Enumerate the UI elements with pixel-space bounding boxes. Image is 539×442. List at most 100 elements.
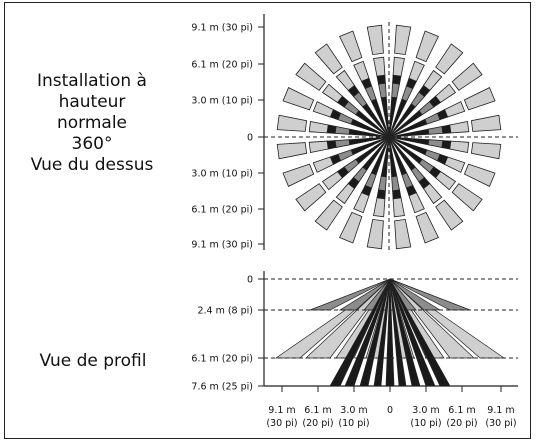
horizontal-tick-unit: (30 pi) bbox=[266, 418, 297, 429]
horizontal-tick-value: 6.1 m bbox=[304, 405, 331, 416]
fan-segment bbox=[427, 139, 444, 148]
fan-beam bbox=[366, 24, 390, 138]
fan-beam bbox=[388, 136, 412, 250]
horizontal-tick-unit: (20 pi) bbox=[302, 418, 333, 429]
fan-beam bbox=[388, 43, 464, 138]
profile-ticks: 0 2.4 m (8 pi) 6.1 m (20 pi) 7.6 m (25 pi) 9… bbox=[191, 275, 516, 430]
fan-segment bbox=[312, 156, 334, 173]
profile-view-title: Vue de profil bbox=[39, 351, 147, 371]
fan-beam bbox=[388, 87, 496, 138]
fan-segment bbox=[282, 163, 315, 187]
fan-beam bbox=[388, 136, 464, 231]
horizontal-tick-value: 9.1 m bbox=[487, 405, 514, 416]
fan-segment bbox=[321, 170, 343, 191]
fan-segment bbox=[378, 175, 387, 192]
fan-segment bbox=[282, 87, 315, 111]
depth-tick-label: 7.6 m (25 pi) bbox=[191, 382, 253, 393]
fan-segment bbox=[373, 197, 386, 218]
fan-beam bbox=[276, 136, 390, 160]
fan-beam bbox=[388, 136, 483, 212]
fan-segment bbox=[391, 175, 400, 192]
fan-segment bbox=[334, 126, 351, 135]
profile-fan bbox=[264, 278, 518, 387]
title-line-5: Vue du dessus bbox=[30, 155, 154, 175]
top-tick-label: 3.0 m (10 pi) bbox=[191, 169, 253, 180]
fan-segment bbox=[373, 56, 386, 77]
fan-segment bbox=[470, 142, 502, 160]
fan-beam bbox=[388, 136, 439, 244]
fan-segment bbox=[415, 30, 439, 63]
fan-segment bbox=[408, 60, 425, 82]
fan-beam bbox=[339, 136, 390, 244]
fan-segment bbox=[422, 69, 443, 91]
fan-segment bbox=[335, 69, 356, 91]
profile-beam bbox=[389, 278, 421, 387]
horizontal-tick-value: 0 bbox=[387, 405, 393, 416]
top-tick-label: 0 bbox=[247, 133, 253, 144]
fan-segment bbox=[366, 218, 384, 250]
profile-beam bbox=[329, 278, 391, 387]
fan-segment bbox=[415, 211, 439, 244]
fan-segment bbox=[470, 114, 502, 132]
title-line-4: 360° bbox=[71, 134, 113, 154]
fan-segment bbox=[392, 197, 405, 218]
fan-segment bbox=[376, 189, 386, 200]
fan-beam bbox=[339, 30, 390, 138]
fan-segment bbox=[295, 62, 327, 91]
fan-segment bbox=[314, 43, 343, 75]
horizontal-tick-value: 3.0 m bbox=[412, 405, 439, 416]
top-tick-label: 9.1 m (30 pi) bbox=[191, 240, 253, 251]
fan-segment bbox=[308, 121, 329, 134]
fan-beam bbox=[388, 136, 502, 160]
fan-beam bbox=[388, 62, 483, 138]
fan-segment bbox=[378, 82, 387, 99]
diagram-frame bbox=[4, 2, 531, 439]
fan-segment bbox=[308, 140, 329, 153]
fan-beam bbox=[282, 87, 390, 138]
fan-segment bbox=[444, 156, 466, 173]
fan-beam bbox=[295, 62, 390, 138]
fan-segment bbox=[441, 124, 452, 134]
profile-beam bbox=[389, 278, 451, 387]
fan-segment bbox=[449, 121, 470, 134]
fan-segment bbox=[376, 74, 386, 85]
fan-segment bbox=[435, 43, 464, 75]
fan-segment bbox=[463, 87, 496, 111]
profile-beam bbox=[344, 278, 391, 387]
fan-segment bbox=[353, 60, 370, 82]
fan-segment bbox=[326, 140, 337, 150]
profile-beam bbox=[373, 278, 391, 387]
fan-segment bbox=[392, 74, 402, 85]
profile-beam bbox=[305, 278, 391, 359]
horizontal-tick-value: 6.1 m bbox=[448, 405, 475, 416]
top-view-title: Installation à hauteur normale 360° Vue … bbox=[22, 71, 162, 176]
fan-segment bbox=[326, 124, 337, 134]
horizontal-tick-unit: (10 pi) bbox=[338, 418, 369, 429]
fan-segment bbox=[312, 101, 334, 118]
fan-beam bbox=[314, 43, 390, 138]
fan-segment bbox=[422, 183, 443, 205]
horizontal-tick-value: 9.1 m bbox=[268, 405, 295, 416]
horizontal-tick-unit: (30 pi) bbox=[485, 418, 516, 429]
profile-view-axes: 0 2.4 m (8 pi) 6.1 m (20 pi) 7.6 m (25 pi) 9… bbox=[191, 271, 518, 429]
fan-segment bbox=[408, 192, 425, 214]
fan-segment bbox=[321, 83, 343, 104]
profile-beam bbox=[389, 278, 436, 387]
horizontal-tick-unit: (10 pi) bbox=[410, 418, 441, 429]
fan-segment bbox=[451, 183, 483, 212]
fan-segment bbox=[394, 24, 412, 56]
fan-beam bbox=[388, 24, 412, 138]
fan-beam bbox=[314, 136, 390, 231]
fan-segment bbox=[427, 126, 444, 135]
top-view-fan bbox=[264, 22, 518, 250]
top-tick-label: 9.1 m (30 pi) bbox=[191, 23, 253, 34]
fan-beam bbox=[366, 136, 390, 250]
fan-segment bbox=[449, 140, 470, 153]
fan-segment bbox=[444, 101, 466, 118]
fan-segment bbox=[339, 30, 363, 63]
fan-segment bbox=[435, 83, 457, 104]
top-tick-label: 3.0 m (10 pi) bbox=[191, 96, 253, 107]
profile-beam bbox=[389, 278, 407, 387]
fan-segment bbox=[339, 211, 363, 244]
